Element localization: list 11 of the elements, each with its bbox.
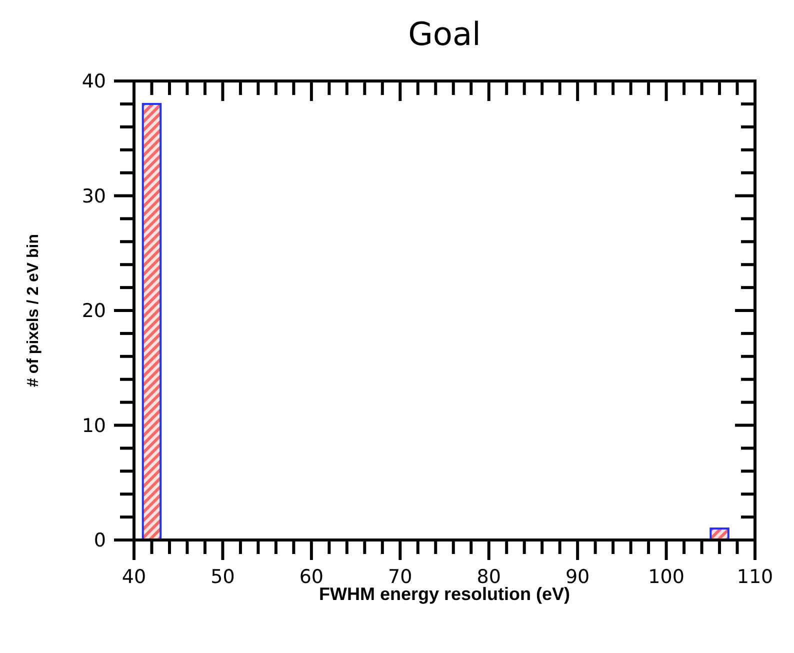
y-tick-label: 30 xyxy=(82,185,106,208)
x-tick-label: 50 xyxy=(210,566,235,588)
x-tick-label: 110 xyxy=(736,566,774,588)
y-tick-label: 40 xyxy=(82,70,106,93)
x-tick-label: 40 xyxy=(122,566,146,588)
y-tick-label: 20 xyxy=(82,300,106,322)
y-axis-title: # of pixels / 2 eV bin xyxy=(25,234,42,387)
x-tick-label: 100 xyxy=(648,566,684,588)
chart-title: Goal xyxy=(408,15,481,53)
y-tick-label: 0 xyxy=(94,530,106,552)
y-tick-label: 10 xyxy=(82,414,106,437)
